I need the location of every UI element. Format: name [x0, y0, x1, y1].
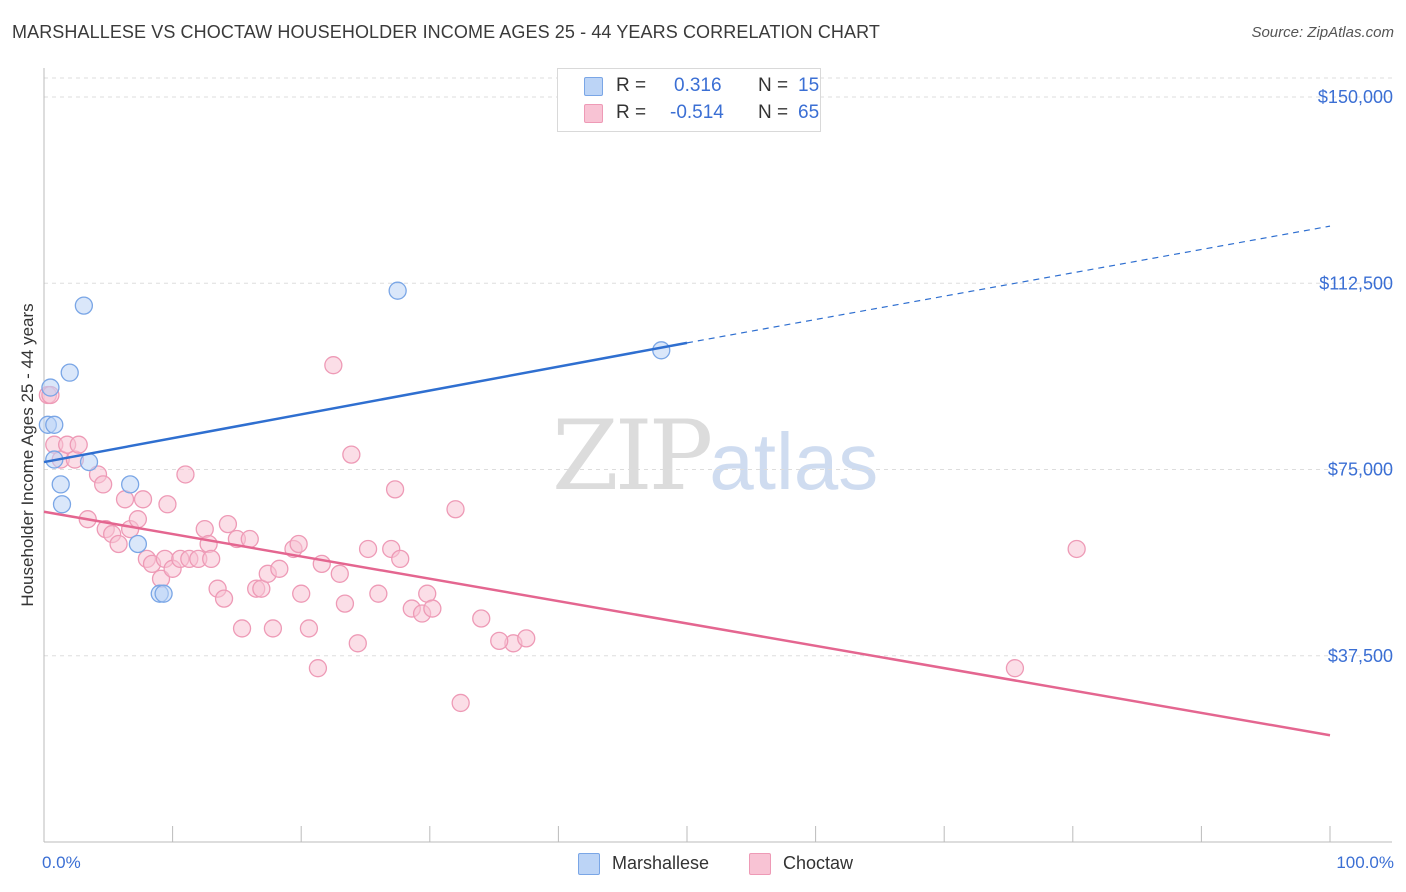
- choctaw-point: [232, 619, 252, 638]
- choctaw-point: [451, 693, 470, 713]
- choctaw-point: [1067, 539, 1086, 559]
- n-label: N =: [758, 102, 789, 123]
- grid-lines: [44, 77, 1392, 657]
- choctaw-point: [133, 490, 153, 509]
- marshallese-point: [45, 415, 64, 434]
- legend-label: Marshallese: [612, 853, 710, 873]
- choctaw-point: [330, 564, 349, 583]
- choctaw-point: [214, 589, 234, 608]
- choctaw-point: [358, 539, 378, 559]
- choctaw-point: [69, 435, 88, 454]
- choctaw-point: [292, 584, 311, 603]
- choctaw-point: [335, 594, 355, 613]
- source-label: Source: ZipAtlas.com: [1251, 24, 1394, 41]
- marshallese-swatch: [578, 853, 600, 875]
- chart-title: MARSHALLESE VS CHOCTAW HOUSEHOLDER INCOM…: [12, 22, 880, 42]
- correlation-legend: R = 0.316 N = 15 R = -0.514 N = 65: [557, 68, 821, 132]
- choctaw-point: [348, 634, 367, 653]
- marshallese-trend-extension: [686, 225, 1331, 344]
- y-tick-label: $112,500: [1319, 273, 1393, 293]
- r-label: R =: [616, 102, 647, 123]
- marshallese-point: [41, 378, 60, 397]
- choctaw-point: [263, 619, 283, 638]
- y-tick-labels: $37,500 $75,000 $112,500 $150,000: [1318, 87, 1393, 666]
- choctaw-point: [385, 480, 405, 499]
- n-value: 15: [798, 75, 820, 96]
- choctaw-point: [158, 495, 177, 514]
- watermark: ZIPatlas: [552, 400, 878, 512]
- choctaw-point: [94, 475, 113, 494]
- choctaw-point: [490, 631, 509, 650]
- marshallese-point: [79, 452, 99, 472]
- marshallese-point: [388, 281, 407, 300]
- choctaw-point: [1005, 659, 1025, 678]
- marshallese-point: [121, 475, 140, 494]
- choctaw-swatch: [584, 104, 603, 123]
- choctaw-point: [176, 465, 195, 484]
- x-tick-min: 0.0%: [42, 853, 81, 872]
- n-value: 65: [798, 102, 820, 123]
- marshallese-point: [128, 534, 148, 554]
- y-tick-label: $75,000: [1328, 460, 1393, 480]
- watermark-zip: ZIP: [552, 400, 713, 512]
- choctaw-point: [270, 559, 289, 578]
- choctaw-point: [289, 534, 308, 554]
- watermark-atlas: atlas: [709, 417, 879, 506]
- marshallese-trend-line: [43, 341, 688, 464]
- choctaw-swatch: [749, 853, 771, 875]
- y-axis-label: Householder Income Ages 25 - 44 years: [18, 303, 37, 607]
- choctaw-point: [517, 629, 536, 648]
- y-tick-label: $150,000: [1318, 87, 1393, 107]
- marshallese-point: [51, 475, 70, 494]
- legend-label: Choctaw: [783, 853, 854, 873]
- data-points: [38, 281, 1086, 713]
- choctaw-point: [472, 609, 491, 628]
- trend-lines: [43, 225, 1331, 737]
- r-label: R =: [616, 75, 647, 96]
- choctaw-point: [308, 659, 328, 678]
- x-tick-max: 100.0%: [1336, 853, 1394, 872]
- marshallese-point: [60, 363, 79, 382]
- choctaw-point: [324, 356, 343, 375]
- choctaw-point: [202, 549, 221, 569]
- choctaw-point: [195, 519, 214, 539]
- choctaw-point: [446, 500, 465, 519]
- marshallese-point: [652, 341, 671, 360]
- r-value: 0.316: [674, 75, 722, 96]
- y-tick-label: $37,500: [1328, 646, 1393, 666]
- marshallese-point: [154, 584, 173, 603]
- choctaw-point: [423, 599, 442, 618]
- choctaw-point: [342, 445, 361, 464]
- marshallese-point: [52, 495, 72, 514]
- choctaw-point: [109, 534, 128, 554]
- choctaw-point: [218, 514, 238, 534]
- marshallese-swatch: [584, 77, 603, 96]
- axes: [43, 68, 1392, 843]
- choctaw-point: [369, 584, 388, 603]
- choctaw-point: [240, 529, 259, 549]
- r-value: -0.514: [670, 102, 724, 123]
- choctaw-trend-line: [43, 510, 1331, 737]
- n-label: N =: [758, 75, 789, 96]
- choctaw-point: [299, 619, 319, 638]
- marshallese-point: [74, 296, 94, 315]
- choctaw-point: [128, 510, 148, 529]
- choctaw-point: [391, 549, 410, 569]
